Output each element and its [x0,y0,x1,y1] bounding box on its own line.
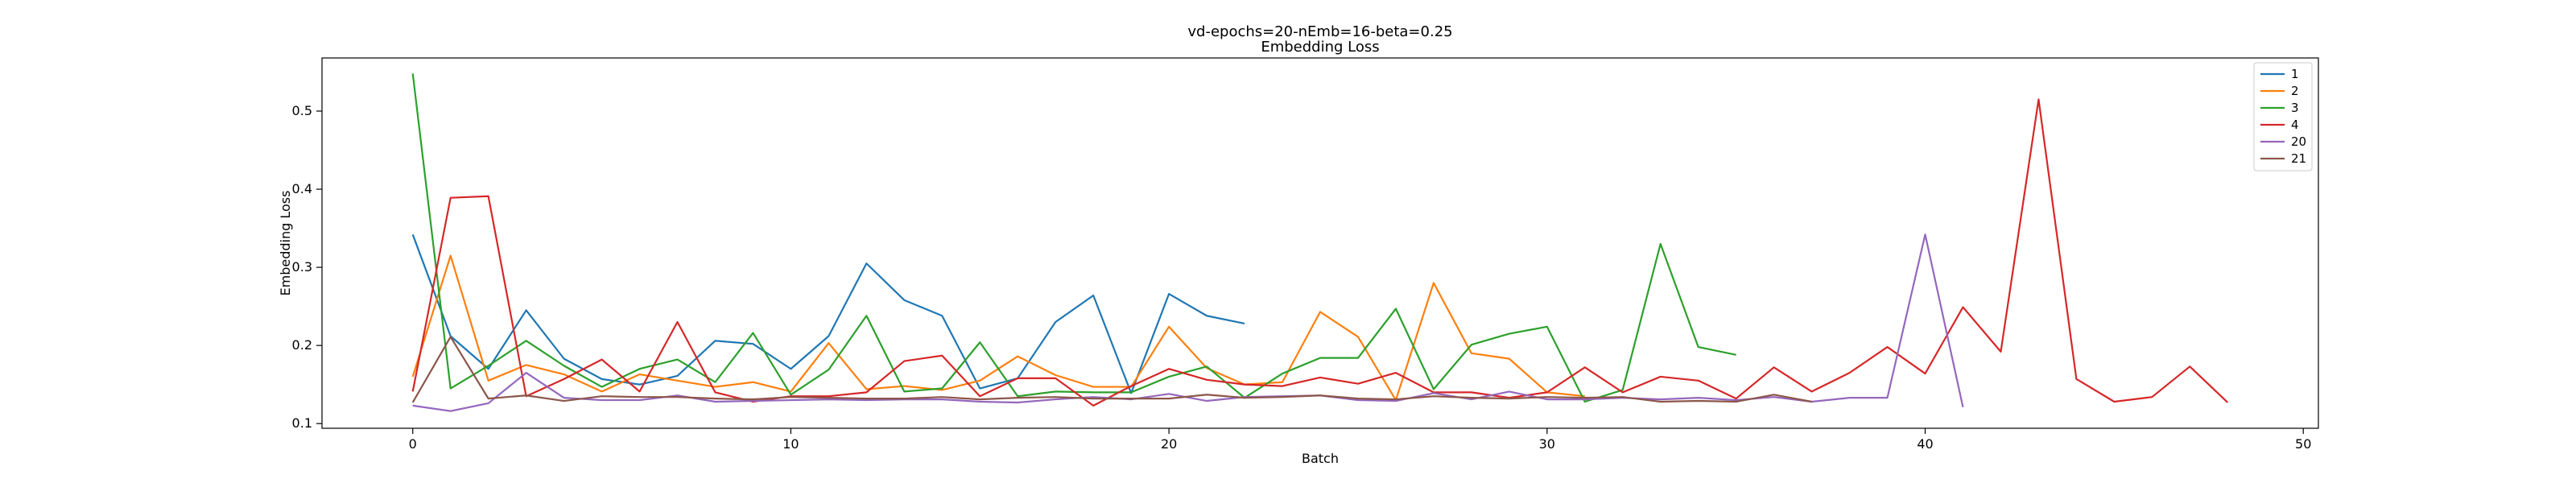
series-line-1 [411,233,1245,394]
y-axis: 0.1 0.2 0.3 0.4 0.5 [292,103,322,431]
y-axis-label: Embedding Loss [278,191,293,296]
legend-label-21: 21 [2291,151,2306,166]
chart-subtitle: Embedding Loss [1261,39,1379,56]
legend-label-4: 4 [2291,118,2299,132]
x-tick-label-0: 0 [409,436,417,452]
y-tick-label-3: 0.4 [292,181,312,196]
x-tick-label-20: 20 [1161,436,1177,452]
y-tick-label-0: 0.1 [292,415,312,431]
x-tick-label-50: 50 [2295,436,2311,452]
x-axis: 0 10 20 30 40 50 [409,428,2311,452]
x-axis-label: Batch [1302,451,1339,466]
chart-title: vd-epochs=20-nEmb=16-beta=0.25 [1187,23,1452,40]
x-tick-label-40: 40 [1917,436,1933,452]
legend-box [2253,62,2313,171]
plot-area [322,58,2318,428]
series-line-4 [411,98,2229,407]
y-tick-label-1: 0.2 [292,337,312,353]
x-tick-label-10: 10 [782,436,799,452]
legend-label-1: 1 [2291,67,2299,81]
legend-label-20: 20 [2291,134,2306,149]
legend-label-2: 2 [2291,84,2299,98]
plot-frame [321,57,2319,429]
y-tick-label-4: 0.5 [292,103,312,118]
series-line-21 [411,336,1812,403]
y-tick-label-2: 0.3 [292,259,312,275]
x-tick-label-30: 30 [1539,436,1555,452]
legend: 1 2 3 4 20 21 [2253,62,2313,171]
series-layer [411,73,2229,412]
legend-label-3: 3 [2291,101,2299,115]
